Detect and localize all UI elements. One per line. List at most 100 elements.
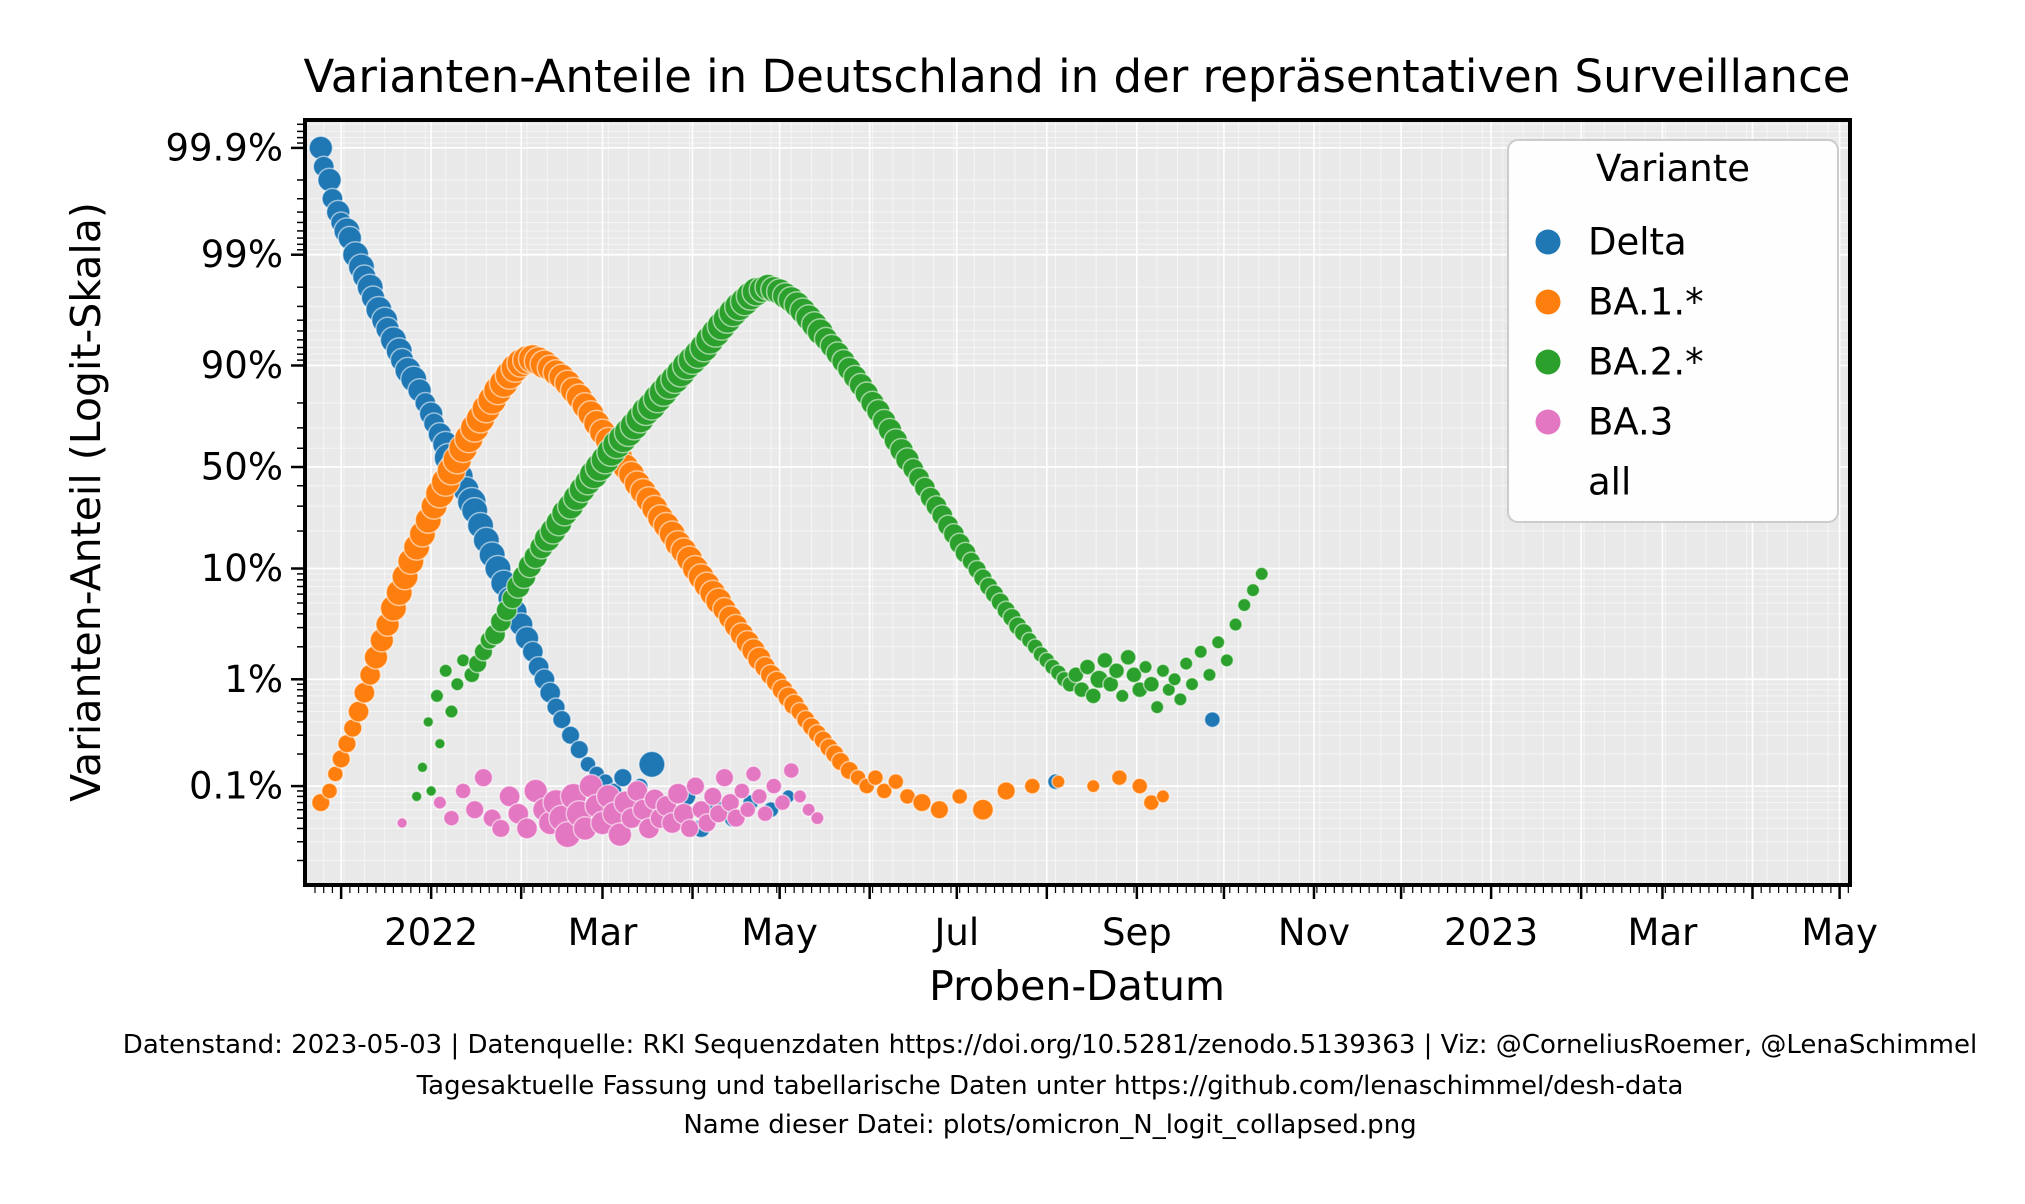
x-tick-label: May bbox=[1801, 911, 1878, 954]
data-point bbox=[744, 765, 763, 783]
data-point bbox=[638, 750, 666, 779]
data-point bbox=[951, 787, 969, 805]
legend-item-label: Delta bbox=[1588, 221, 1687, 264]
data-point bbox=[1078, 658, 1097, 676]
data-point bbox=[450, 676, 465, 692]
data-point bbox=[773, 794, 792, 812]
data-point bbox=[912, 792, 932, 813]
data-point bbox=[1110, 769, 1128, 787]
data-point bbox=[782, 761, 800, 780]
data-point bbox=[1023, 777, 1041, 795]
data-point bbox=[971, 798, 995, 821]
data-point bbox=[455, 653, 471, 668]
data-point bbox=[425, 785, 438, 797]
x-tick-label: May bbox=[741, 911, 818, 954]
y-axis-label: Varianten-Anteil (Logit-Skala) bbox=[62, 202, 110, 802]
data-point bbox=[1131, 777, 1149, 795]
legend-marker bbox=[1535, 289, 1561, 315]
data-point bbox=[1084, 687, 1102, 705]
legend-item-label: BA.2.* bbox=[1588, 341, 1704, 384]
data-point bbox=[320, 782, 339, 800]
data-point bbox=[607, 822, 633, 848]
data-point bbox=[1167, 672, 1182, 687]
x-axis-label: Proben-Datum bbox=[929, 962, 1225, 1010]
x-tick-label: 2022 bbox=[384, 911, 478, 954]
data-point bbox=[1138, 659, 1153, 675]
data-point bbox=[929, 799, 950, 820]
data-point bbox=[875, 782, 893, 800]
data-point bbox=[756, 805, 774, 823]
data-point bbox=[792, 789, 808, 804]
data-point bbox=[464, 799, 485, 820]
data-point bbox=[444, 704, 459, 719]
data-point bbox=[429, 688, 445, 704]
data-point bbox=[1219, 653, 1235, 668]
data-point bbox=[666, 782, 690, 805]
data-point bbox=[1119, 648, 1137, 666]
legend-title: Variante bbox=[1596, 147, 1750, 190]
data-point bbox=[1254, 566, 1269, 582]
data-point bbox=[996, 781, 1017, 801]
data-point bbox=[454, 782, 472, 800]
data-point bbox=[702, 786, 723, 807]
data-point bbox=[801, 802, 816, 817]
x-tick-label: Mar bbox=[1628, 911, 1699, 954]
chart-title: Varianten-Anteile in Deutschland in der … bbox=[303, 50, 1850, 103]
data-point bbox=[442, 809, 461, 827]
data-point bbox=[679, 818, 700, 839]
legend-item-label: BA.1.* bbox=[1588, 281, 1704, 324]
x-tick-label: Sep bbox=[1102, 911, 1172, 954]
footer-line-2: Tagesaktuelle Fassung und tabellarische … bbox=[416, 1071, 1684, 1101]
x-tick-label: Mar bbox=[568, 911, 639, 954]
data-point bbox=[810, 810, 825, 826]
legend-item-label: all bbox=[1588, 461, 1631, 504]
data-point bbox=[347, 700, 370, 723]
data-point bbox=[685, 776, 706, 796]
x-tick-label: Jul bbox=[932, 911, 979, 954]
footer-line-1: Datenstand: 2023-05-03 | Datenquelle: RK… bbox=[123, 1030, 1977, 1060]
data-point bbox=[1228, 617, 1243, 632]
data-point bbox=[765, 777, 783, 795]
y-tick-label: 99% bbox=[201, 233, 283, 276]
data-point bbox=[1086, 778, 1101, 794]
legend-marker bbox=[1535, 409, 1561, 435]
data-point bbox=[887, 773, 905, 791]
data-point bbox=[551, 709, 572, 730]
data-point bbox=[1203, 711, 1221, 729]
data-point bbox=[1184, 676, 1200, 692]
data-point bbox=[432, 795, 448, 810]
data-point bbox=[560, 725, 581, 746]
x-tick-label: 2023 bbox=[1444, 911, 1538, 954]
plot-area: 99.9% 99% 90% 50% 10% 1% 0.1% 2022 Mar May Jul Sep N… bbox=[165, 118, 1878, 954]
data-point bbox=[433, 737, 446, 750]
data-point bbox=[1096, 651, 1114, 669]
y-tick-label: 90% bbox=[201, 344, 283, 387]
data-point bbox=[1149, 699, 1165, 715]
data-point bbox=[515, 817, 539, 840]
y-tick-label: 50% bbox=[201, 446, 283, 489]
data-point bbox=[1202, 667, 1217, 683]
data-point bbox=[1142, 794, 1160, 812]
legend-marker bbox=[1535, 349, 1561, 375]
x-tick-label: Nov bbox=[1278, 911, 1350, 954]
legend-marker bbox=[1535, 229, 1561, 255]
y-tick-label: 99.9% bbox=[165, 126, 283, 169]
data-point bbox=[1067, 666, 1085, 684]
data-point bbox=[1115, 688, 1130, 704]
data-point bbox=[1173, 692, 1188, 707]
data-point bbox=[1107, 662, 1126, 680]
data-point bbox=[1125, 666, 1143, 684]
data-point bbox=[866, 769, 885, 787]
plot-frame bbox=[303, 118, 1852, 887]
data-point bbox=[569, 739, 590, 760]
data-point bbox=[491, 818, 511, 839]
data-point bbox=[733, 782, 751, 800]
y-tick-label: 0.1% bbox=[189, 765, 283, 808]
data-point bbox=[438, 663, 453, 679]
data-point bbox=[1155, 663, 1171, 679]
data-point bbox=[396, 817, 409, 829]
data-point bbox=[1193, 644, 1208, 660]
data-point bbox=[1237, 597, 1252, 613]
